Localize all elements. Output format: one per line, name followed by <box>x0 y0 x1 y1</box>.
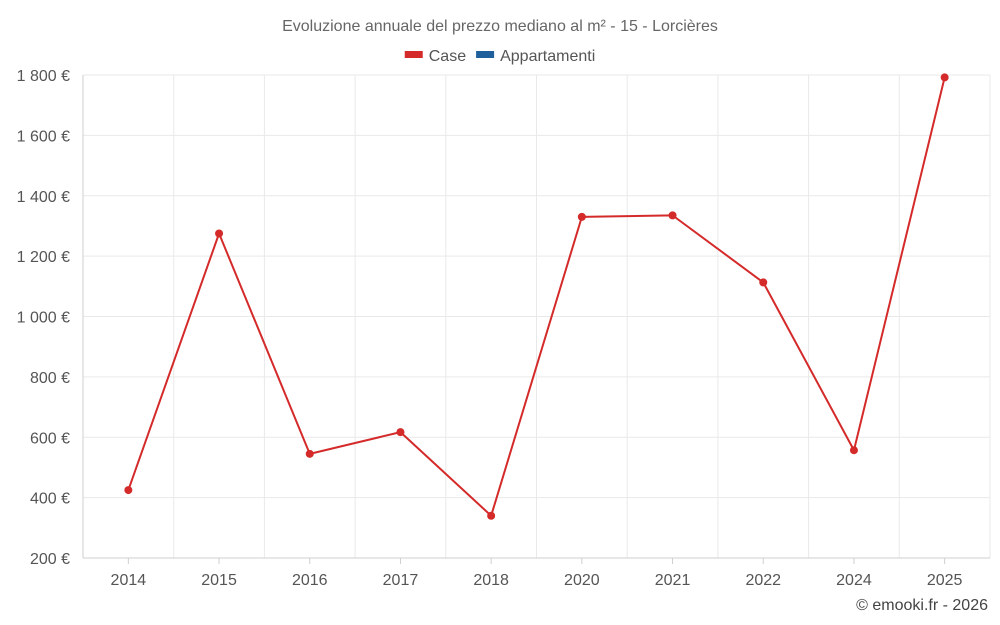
legend-label-case: Case <box>429 48 466 65</box>
data-point <box>396 428 405 437</box>
series-line-case <box>127 77 946 517</box>
chart-title: Evoluzione annuale del prezzo mediano al… <box>282 18 718 35</box>
data-point <box>487 511 496 520</box>
data-point <box>668 211 677 220</box>
data-point <box>215 229 224 238</box>
y-tick-label: 200 € <box>30 551 70 568</box>
y-tick-label: 1 200 € <box>17 249 70 266</box>
legend: Case Appartamenti <box>404 48 595 65</box>
data-point <box>577 212 586 221</box>
y-tick-label: 1 000 € <box>17 310 70 327</box>
series-group <box>124 73 949 520</box>
legend-swatch-case <box>404 51 423 58</box>
x-tick-label: 2014 <box>111 572 147 589</box>
legend-label-appartamenti: Appartamenti <box>500 48 595 65</box>
data-point <box>759 278 768 287</box>
y-tick-label: 600 € <box>30 430 70 447</box>
data-point <box>124 486 133 495</box>
y-tick-label: 400 € <box>30 491 70 508</box>
legend-swatch-appartamenti <box>476 51 495 58</box>
data-point <box>305 449 314 458</box>
y-tick-label: 1 600 € <box>17 128 70 145</box>
y-tick-label: 1 400 € <box>17 189 70 206</box>
x-tick-label: 2025 <box>927 572 963 589</box>
x-axis-ticks: 2014 2015 2016 2017 2018 2020 2021 2022 2024 2025 <box>111 558 963 589</box>
axes <box>82 75 990 559</box>
x-tick-label: 2024 <box>836 572 872 589</box>
x-tick-label: 2017 <box>383 572 419 589</box>
data-point <box>849 446 858 455</box>
x-gridlines <box>173 75 991 558</box>
x-tick-label: 2018 <box>473 572 509 589</box>
y-tick-label: 1 800 € <box>17 68 70 85</box>
x-tick-label: 2020 <box>564 572 600 589</box>
x-tick-label: 2022 <box>745 572 781 589</box>
y-axis-ticks: 200 € 400 € 600 € 800 € 1 000 € 1 200 € 1 400 … <box>17 68 70 568</box>
x-tick-label: 2021 <box>655 572 691 589</box>
y-tick-label: 800 € <box>30 370 70 387</box>
x-tick-label: 2015 <box>201 572 237 589</box>
copyright-label: © emooki.fr - 2026 <box>856 597 988 614</box>
data-point <box>940 73 949 82</box>
x-tick-label: 2016 <box>292 572 328 589</box>
